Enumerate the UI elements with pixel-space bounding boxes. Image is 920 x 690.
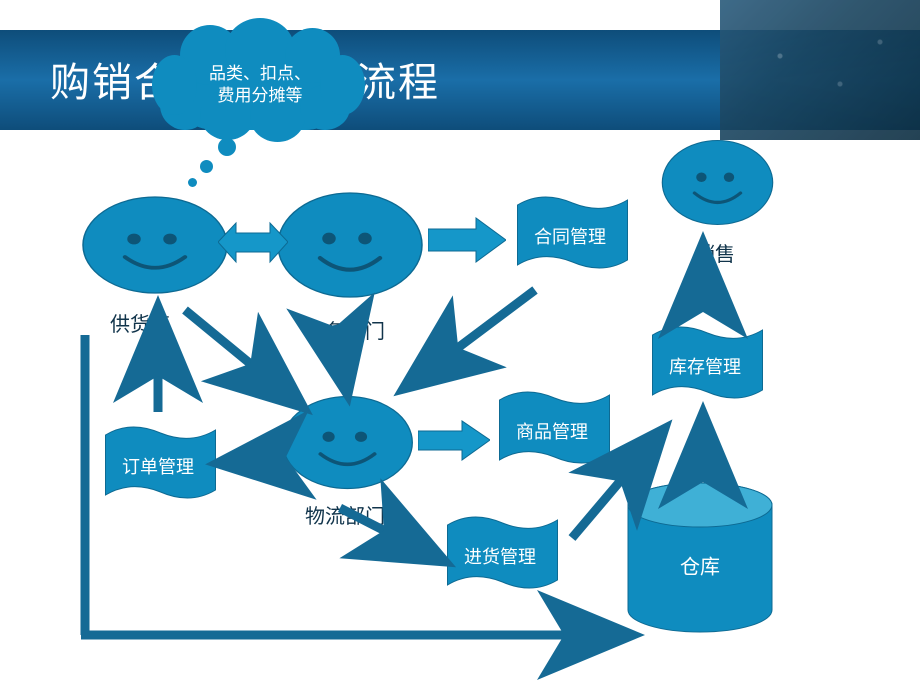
node-warehouse: 仓库	[625, 480, 775, 635]
node-product: 商品管理	[492, 380, 612, 470]
node-contract: 合同管理	[510, 185, 630, 275]
cloud-callout: 品类、扣点、费用分摊等	[170, 40, 350, 130]
label-inventory: 库存管理	[645, 353, 765, 379]
node-supplier	[80, 185, 230, 305]
node-inventory: 库存管理	[645, 315, 765, 405]
cloud-text: 品类、扣点、费用分摊等	[185, 63, 335, 107]
node-business	[275, 180, 425, 310]
arrow-logistics-product	[418, 418, 490, 468]
label-inbound: 进货管理	[440, 543, 560, 569]
label-contract: 合同管理	[510, 223, 630, 249]
label-supplier: 供货商	[110, 308, 170, 337]
header-photo	[720, 0, 920, 140]
label-order: 订单管理	[98, 453, 218, 479]
thought-dot-1	[218, 138, 236, 156]
label-logistics: 物流部门	[305, 500, 385, 529]
node-order: 订单管理	[98, 415, 218, 505]
thought-dot-2	[200, 160, 213, 173]
label-sales: 销售	[695, 238, 735, 267]
label-business: 业务部门	[305, 315, 385, 344]
node-inbound: 进货管理	[440, 505, 560, 595]
label-warehouse: 仓库	[680, 551, 720, 580]
label-product: 商品管理	[492, 418, 612, 444]
arrow-business-contract	[428, 215, 506, 270]
node-logistics	[280, 385, 415, 500]
node-sales	[660, 130, 775, 235]
arrow-supplier-business	[218, 215, 288, 275]
